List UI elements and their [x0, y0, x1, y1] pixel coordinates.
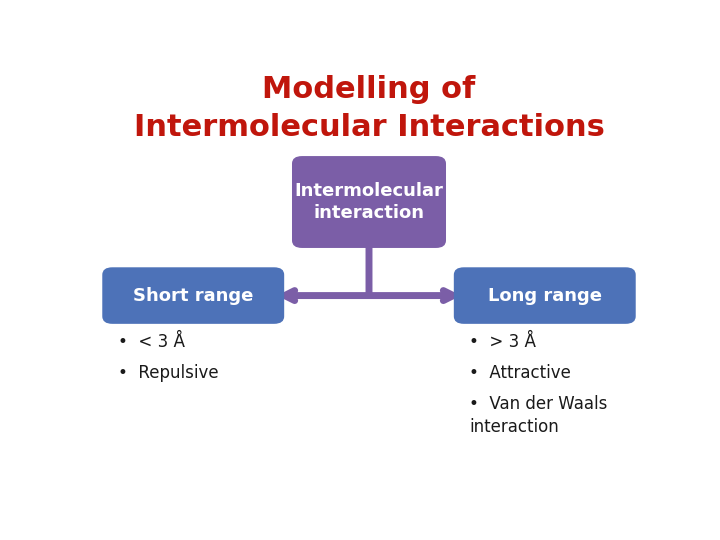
Text: •  Repulsive: • Repulsive	[118, 364, 219, 382]
Text: •  Van der Waals
interaction: • Van der Waals interaction	[469, 395, 608, 436]
FancyBboxPatch shape	[102, 267, 284, 324]
Text: Long range: Long range	[487, 287, 602, 305]
FancyBboxPatch shape	[292, 156, 446, 248]
Text: •  > 3 Å: • > 3 Å	[469, 333, 536, 351]
Text: Modelling of
Intermolecular Interactions: Modelling of Intermolecular Interactions	[134, 75, 604, 143]
Text: Short range: Short range	[133, 287, 253, 305]
FancyBboxPatch shape	[454, 267, 636, 324]
Text: •  < 3 Å: • < 3 Å	[118, 333, 185, 351]
Text: Intermolecular
interaction: Intermolecular interaction	[294, 181, 444, 222]
Text: •  Attractive: • Attractive	[469, 364, 571, 382]
